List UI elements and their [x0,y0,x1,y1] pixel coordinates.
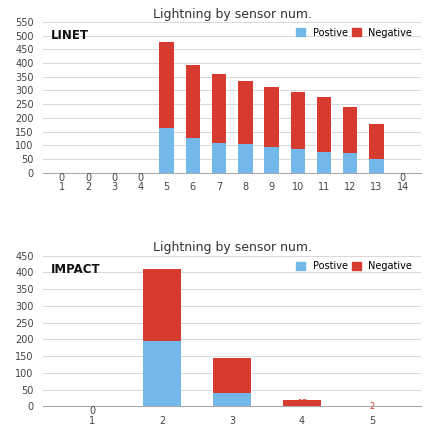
Bar [212,74,226,143]
Bar [186,139,200,173]
Bar [213,393,251,406]
Bar [343,153,357,173]
Bar [238,144,253,173]
Bar [283,400,321,406]
Bar [212,143,226,173]
Legend: Postive, Negative: Postive, Negative [293,257,416,275]
Text: 200: 200 [316,120,332,128]
Bar [317,97,331,152]
Text: 0: 0 [89,406,95,416]
Bar [317,152,331,173]
Text: 2: 2 [369,402,375,411]
Text: 0: 0 [400,173,406,183]
Text: IMPACT: IMPACT [51,263,101,276]
Bar [186,65,200,139]
Bar [290,149,305,173]
Bar [213,358,251,393]
Text: 252: 252 [211,104,227,113]
Title: Lightning by sensor num.: Lightning by sensor num. [153,241,312,254]
Bar [264,146,279,173]
Text: 269: 269 [185,97,201,106]
Bar [369,124,384,159]
Legend: Postive, Negative: Postive, Negative [293,24,416,42]
Bar [369,159,384,173]
Text: 218: 218 [263,112,279,121]
Bar [143,341,181,406]
Text: 0: 0 [111,173,117,183]
Bar [159,42,174,128]
Bar [238,81,253,144]
Title: Lightning by sensor num.: Lightning by sensor num. [153,8,312,21]
Bar [290,92,305,149]
Text: 231: 231 [237,108,253,117]
Text: 127: 127 [368,137,385,146]
Bar [159,128,174,173]
Text: 15: 15 [297,399,307,408]
Text: 0: 0 [137,173,144,183]
Bar [143,269,181,341]
Bar [264,87,279,146]
Text: 0: 0 [59,173,65,183]
Text: 210: 210 [290,116,306,125]
Text: 314: 314 [159,80,174,90]
Text: LINET: LINET [51,29,89,42]
Text: 105: 105 [224,371,240,380]
Bar [343,108,357,153]
Text: 215: 215 [155,301,170,309]
Text: 165: 165 [342,125,358,135]
Text: 0: 0 [85,173,91,183]
